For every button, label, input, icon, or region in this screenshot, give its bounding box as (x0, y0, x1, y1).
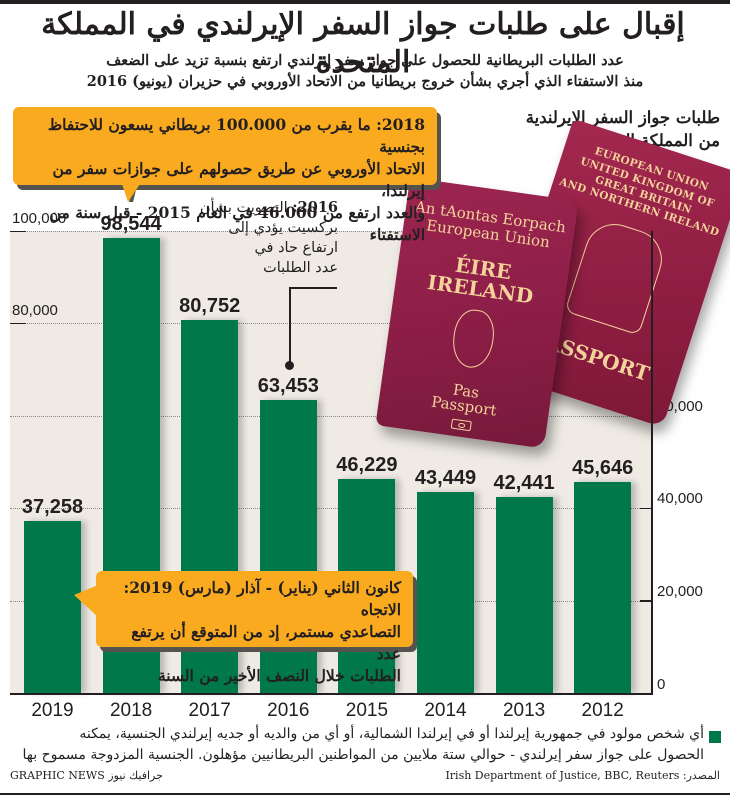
bar-value-label: 42,441 (493, 471, 555, 494)
x-tick-label: 2015 (345, 700, 389, 721)
callout-line: الاتحاد الأوروبي عن طريق حصولهم على جواز… (52, 159, 425, 200)
top-rule (0, 0, 730, 4)
gridline (10, 415, 652, 417)
y-tick (10, 322, 26, 325)
annotation-year: 2016: (292, 199, 338, 216)
callout-line: والعدد ارتفع من 46.000 في العام 2015 - ق… (49, 203, 425, 244)
legend-swatch (709, 731, 721, 743)
x-tick-label: 2012 (581, 700, 624, 721)
footnote-line: الحصول على جواز سفر إيرلندي - حوالي ستة … (22, 747, 705, 763)
subtitle-line: منذ الاستفتاء الذي أجري بشأن خروج بريطان… (86, 73, 644, 90)
subtitle: عدد الطلبات البريطانية للحصول على جواز س… (10, 50, 720, 92)
y-tick-label: 80,000 (12, 302, 58, 320)
callout-line: 2018: ما يقرب من 100.000 بريطاني يسعون ل… (47, 115, 425, 156)
y-tick-label: 40,000 (657, 490, 703, 508)
gridline (10, 323, 652, 325)
gridline (10, 231, 652, 232)
x-tick-label: 2013 (502, 700, 546, 721)
harp-icon (449, 307, 498, 371)
bottom-rule (0, 793, 730, 795)
gridline (10, 508, 652, 510)
x-tick-label: 2019 (31, 700, 74, 721)
callout-2019: كانون الثاني (يناير) - آذار (مارس) 2019:… (96, 571, 413, 685)
x-tick-label: 2017 (188, 700, 231, 721)
bar-value-label: 46,229 (336, 454, 398, 477)
footnote: أي شخص مولود في جمهورية إيرلندا أو في إي… (14, 724, 705, 766)
page-title: إقبال على طلبات جواز السفر الإيرلندي في … (41, 7, 685, 80)
annotation-2016: 2016: التصويت بشأن بركسيت يؤدي إلى ارتفا… (190, 198, 338, 278)
bar-2014 (417, 492, 474, 693)
y-tick-label: 0 (657, 676, 666, 693)
callout-tail (74, 585, 98, 617)
annotation-line: عدد الطلبات (263, 260, 338, 276)
x-tick-label: 2016 (267, 700, 310, 721)
bar-value-label: 45,646 (572, 457, 634, 480)
y-tick (10, 230, 26, 232)
annotation-leader-line (289, 287, 337, 289)
x-axis (10, 693, 653, 695)
bar-2013 (495, 496, 553, 693)
annotation-line: ارتفاع حاد في (254, 240, 338, 256)
bar-value-label: 43,449 (414, 467, 477, 490)
y-tick (640, 507, 652, 510)
y-axis (651, 231, 653, 695)
callout-2018: 2018: ما يقرب من 100.000 بريطاني يسعون ل… (13, 107, 437, 244)
x-tick-label: 2018 (109, 700, 153, 721)
annotation-line: التصويت بشأن (199, 200, 288, 216)
y-tick (640, 600, 652, 602)
callout-line: الطلبات خلال النصف الأخير من السنة (157, 666, 401, 685)
biometric-chip-icon (450, 418, 472, 432)
bar-value-label: 80,752 (179, 294, 241, 317)
annotation-line: بركسيت يؤدي إلى (228, 220, 338, 236)
y-tick-label: 100,000 (12, 210, 67, 227)
callout-line: التصاعدي مستمر، إد من المتوقع أن يرتفع ع… (131, 622, 401, 663)
subtitle-line: عدد الطلبات البريطانية للحصول على جواز س… (106, 52, 624, 69)
bar-2012 (574, 482, 632, 693)
callout-line: كانون الثاني (يناير) - آذار (مارس) 2019:… (123, 578, 402, 619)
graphic-news-credit: GRAPHIC NEWS جرافيك نيوز (10, 769, 163, 782)
callout-tail (122, 184, 140, 202)
y-tick-label: 20,000 (657, 582, 703, 600)
bar-2019 (24, 520, 81, 693)
royal-coat-of-arms-icon (564, 216, 670, 336)
bar-value-label: 37,258 (21, 495, 84, 518)
footnote-line: أي شخص مولود في جمهورية إيرلندا أو في إي… (79, 726, 704, 742)
bar-value-label: 63,453 (257, 374, 319, 397)
x-tick-label: 2014 (424, 700, 467, 721)
annotation-leader-line (289, 287, 291, 365)
bar-value-label: 98,544 (100, 212, 162, 235)
source-credit: المصدر: Irish Department of Justice, BBC… (445, 769, 720, 782)
annotation-marker-dot (285, 361, 294, 370)
